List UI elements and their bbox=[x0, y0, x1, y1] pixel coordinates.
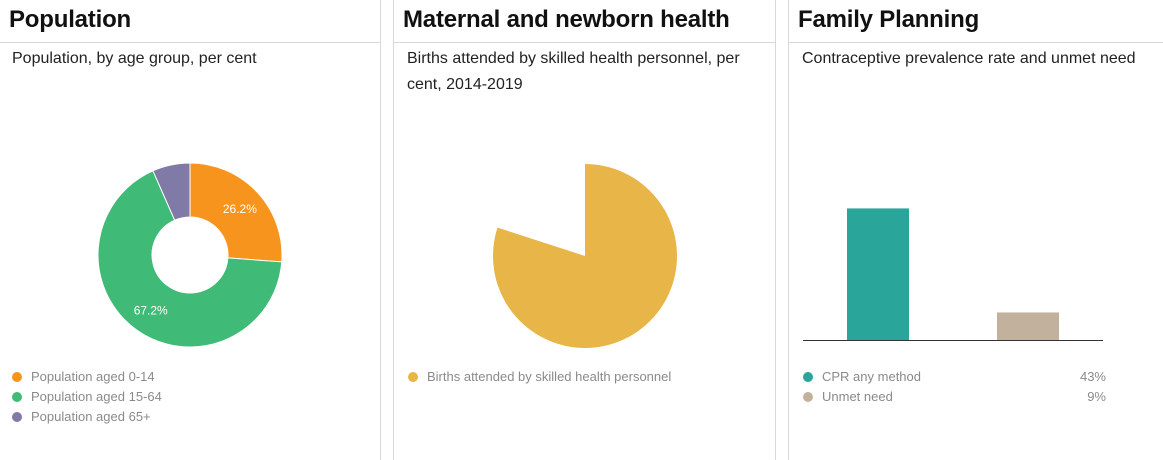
bar-cpr-any-method bbox=[847, 208, 909, 340]
donut-slice-population-aged-0-14 bbox=[189, 162, 283, 263]
legend-label: Population aged 65+ bbox=[31, 409, 151, 424]
family-title: Family Planning bbox=[789, 0, 1163, 43]
maternal-legend: Births attended by skilled health person… bbox=[408, 367, 748, 387]
donut-slice-population-aged-65 bbox=[152, 162, 191, 221]
maternal-subtitle: Births attended by skilled health person… bbox=[407, 50, 740, 93]
family-legend: CPR any method 43% Unmet need 9% bbox=[803, 367, 1106, 407]
births-pie-chart bbox=[493, 164, 677, 348]
legend-value: 9% bbox=[1087, 389, 1106, 404]
population-donut-chart: 26.2% 67.2% bbox=[97, 162, 283, 348]
bar-unmet-need bbox=[997, 312, 1059, 340]
legend-item-cpr-any-method: CPR any method 43% bbox=[803, 367, 1106, 387]
legend-label: Population aged 15-64 bbox=[31, 389, 162, 404]
legend-swatch-icon bbox=[408, 372, 418, 382]
legend-value: 43% bbox=[1079, 369, 1106, 384]
legend-item-population-aged-15-64: Population aged 15-64 bbox=[12, 387, 312, 407]
family-subtitle: Contraceptive prevalence rate and unmet … bbox=[802, 50, 1136, 67]
population-subtitle: Population, by age group, per cent bbox=[12, 50, 257, 67]
legend-item-unmet-need: Unmet need 9% bbox=[803, 387, 1106, 407]
legend-item-population-aged-65: Population aged 65+ bbox=[12, 407, 312, 427]
legend-label: Population aged 0-14 bbox=[31, 369, 155, 384]
legend-swatch-icon bbox=[12, 392, 22, 402]
population-title: Population bbox=[0, 0, 380, 43]
legend-label: Unmet need bbox=[822, 389, 893, 404]
legend-item-population-aged-0-14: Population aged 0-14 bbox=[12, 367, 312, 387]
legend-item-births-attended-by-skilled-health-personnel: Births attended by skilled health person… bbox=[408, 367, 748, 387]
maternal-panel: Maternal and newborn health Births atten… bbox=[393, 0, 776, 460]
population-legend: Population aged 0-14 Population aged 15-6… bbox=[12, 367, 312, 427]
legend-label: CPR any method bbox=[822, 369, 921, 384]
family-panel: Family Planning Contraceptive prevalence… bbox=[788, 0, 1163, 460]
legend-label: Births attended by skilled health person… bbox=[427, 369, 672, 384]
donut-data-label: 26.2% bbox=[223, 202, 257, 216]
family-bar-chart bbox=[803, 208, 1103, 341]
maternal-title: Maternal and newborn health bbox=[394, 0, 775, 43]
donut-slice-population-aged-15-64 bbox=[97, 170, 283, 348]
legend-swatch-icon bbox=[803, 372, 813, 382]
donut-data-label: 67.2% bbox=[134, 304, 168, 318]
legend-swatch-icon bbox=[12, 412, 22, 422]
pie-slice-births-attended-by-skilled-health-personnel bbox=[493, 164, 677, 348]
legend-swatch-icon bbox=[803, 392, 813, 402]
legend-swatch-icon bbox=[12, 372, 22, 382]
population-panel: Population Population, by age group, per… bbox=[0, 0, 381, 460]
